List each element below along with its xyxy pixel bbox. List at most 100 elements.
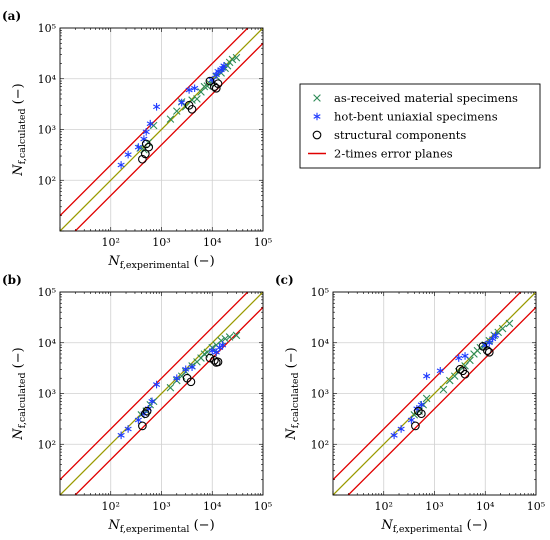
y-axis-title: Nf,calculated (−) (11, 347, 28, 440)
point-structural-0 (138, 154, 147, 164)
panel-b: 10² 10² 10³ 10³ 10⁴ 10⁴ 10⁵ 10⁵ (b) Nf,experiment… (2, 273, 272, 535)
x-tick-label: 10² (375, 500, 393, 513)
point-hotbent-4 (142, 128, 150, 136)
point-asreceived-18 (232, 331, 241, 340)
series-structural (138, 353, 223, 431)
point-structural-1 (140, 409, 150, 419)
x-tick-label: 10⁵ (254, 236, 272, 249)
point-asreceived-4 (166, 115, 175, 123)
panel-label: (c) (275, 273, 294, 287)
legend-marker-hotbent-0 (313, 112, 321, 121)
point-structural-1 (140, 149, 150, 159)
point-hotbent-1 (397, 425, 405, 433)
point-hotbent-8 (182, 365, 190, 374)
point-asreceived-21 (232, 53, 241, 62)
point-hotbent-11 (212, 348, 220, 357)
legend-marker-structural-0 (312, 130, 322, 140)
point-asreceived-3 (422, 394, 431, 403)
y-tick-label: 10⁵ (38, 22, 56, 35)
x-tick-label: 10⁴ (476, 500, 495, 513)
y-tick-label: 10² (311, 438, 329, 451)
error-line-upper (60, 292, 249, 481)
point-hotbent-9 (191, 84, 199, 93)
legend-entry-errband: 2-times error planes (308, 147, 453, 161)
point-asreceived-15 (490, 331, 498, 340)
error-line-lower (74, 42, 263, 231)
point-hotbent-5 (148, 397, 156, 406)
legend-marker-asreceived-0 (313, 94, 321, 102)
point-hotbent-1 (124, 150, 132, 159)
point-structural-3 (144, 142, 154, 152)
y-tick-label: 10² (38, 174, 56, 187)
y-tick-label: 10⁵ (311, 286, 329, 299)
point-hotbent-13 (219, 341, 227, 349)
identity-line (333, 292, 536, 495)
y-tick-label: 10³ (311, 388, 329, 401)
plot-frame (59, 291, 264, 496)
x-tick-label: 10⁴ (203, 236, 222, 249)
point-asreceived-17 (498, 324, 507, 333)
point-hotbent-0 (117, 431, 125, 440)
y-tick-label: 10⁴ (311, 337, 330, 350)
x-axis-title: Nf,experimental (−) (107, 254, 214, 271)
point-hotbent-7 (455, 354, 463, 362)
point-structural-9 (213, 79, 223, 89)
point-structural-8 (213, 357, 223, 367)
reference-lines (60, 292, 263, 495)
legend-entry-hotbent: hot-bent uniaxial specimens (313, 110, 498, 124)
x-tick-label: 10³ (425, 500, 443, 513)
error-line-lower (347, 306, 536, 495)
point-hotbent-0 (117, 161, 125, 169)
y-axis-title: Nf,calculated (−) (11, 83, 28, 176)
panel-c: 10² 10² 10³ 10³ 10⁴ 10⁴ 10⁵ 10⁵ (c) Nf,experiment… (275, 273, 545, 535)
point-asreceived-15 (217, 336, 225, 345)
point-structural-0 (411, 421, 420, 431)
point-hotbent-0 (390, 431, 398, 440)
point-structural-6 (205, 76, 215, 86)
point-hotbent-8 (185, 86, 193, 94)
point-hotbent-12 (492, 331, 500, 340)
y-tick-label: 10⁴ (38, 73, 57, 86)
point-structural-2 (416, 409, 426, 419)
point-hotbent-9 (188, 363, 196, 371)
x-tick-label: 10⁵ (254, 500, 272, 513)
y-tick-label: 10⁴ (38, 337, 57, 350)
point-asreceived-5 (172, 107, 181, 115)
point-asreceived-9 (193, 95, 201, 103)
identity-line (60, 292, 263, 495)
point-asreceived-16 (221, 334, 229, 343)
x-tick-label: 10³ (152, 500, 170, 513)
point-hotbent-6 (436, 367, 444, 375)
error-line-upper (60, 28, 249, 217)
x-axis-title: Nf,experimental (−) (107, 518, 214, 535)
x-tick-label: 10² (102, 236, 120, 249)
point-hotbent-4 (417, 400, 425, 409)
legend-frame (299, 83, 541, 169)
point-hotbent-5 (423, 372, 431, 380)
panel-label: (b) (2, 273, 22, 287)
point-hotbent-2 (407, 416, 415, 424)
point-structural-4 (186, 377, 196, 387)
error-line-lower (74, 306, 263, 495)
point-asreceived-4 (166, 383, 175, 392)
x-tick-label: 10³ (152, 236, 170, 249)
legend-label: hot-bent uniaxial specimens (334, 110, 498, 124)
reference-lines (333, 292, 536, 495)
y-tick-label: 10⁵ (38, 286, 56, 299)
point-structural-0 (138, 421, 147, 431)
point-asreceived-17 (225, 333, 234, 341)
point-hotbent-5 (146, 119, 154, 128)
point-hotbent-2 (134, 416, 142, 424)
series-structural (138, 76, 223, 164)
panel-a: 10² 10² 10³ 10³ 10⁴ 10⁴ 10⁵ 10⁵ (a) Nf,experiment… (2, 9, 272, 271)
x-axis-title: Nf,experimental (−) (380, 518, 487, 535)
point-asreceived-10 (197, 88, 205, 96)
point-asreceived-18 (505, 319, 514, 328)
point-hotbent-6 (153, 380, 161, 389)
x-tick-label: 10⁴ (203, 500, 222, 513)
series-hotbent (117, 341, 227, 440)
x-tick-label: 10² (102, 500, 120, 513)
error-line-upper (333, 292, 522, 481)
point-asreceived-20 (228, 55, 237, 64)
